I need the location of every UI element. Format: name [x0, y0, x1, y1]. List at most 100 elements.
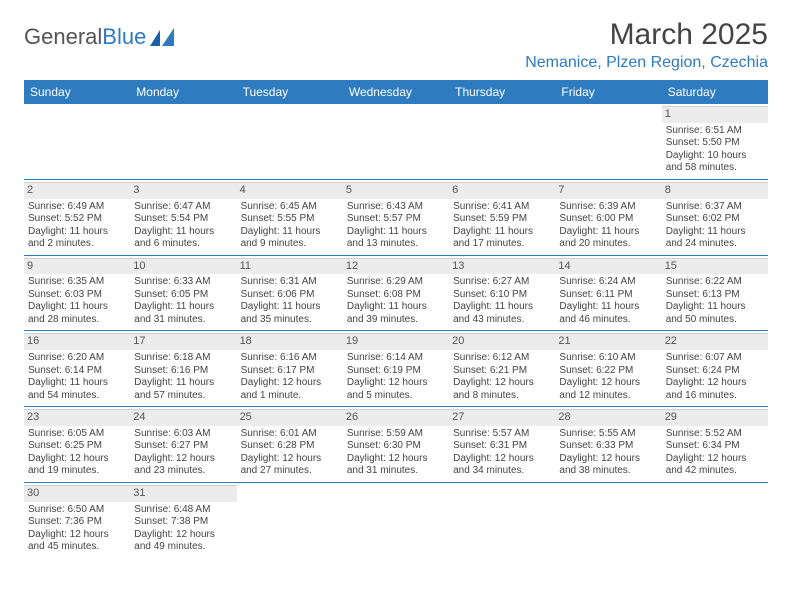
sunset-text: Sunset: 6:30 PM [347, 440, 445, 453]
day-cell: 3Sunrise: 6:47 AMSunset: 5:54 PMDaylight… [130, 180, 236, 255]
daylight-text: Daylight: 12 hours [666, 453, 764, 466]
empty-cell [555, 104, 661, 179]
sunrise-text: Sunrise: 6:10 AM [559, 352, 657, 365]
empty-cell [343, 483, 449, 558]
sunset-text: Sunset: 5:54 PM [134, 213, 232, 226]
daylight-text: and 31 minutes. [347, 465, 445, 478]
day-number: 30 [24, 485, 130, 502]
daylight-text: Daylight: 11 hours [241, 301, 339, 314]
day-cell: 12Sunrise: 6:29 AMSunset: 6:08 PMDayligh… [343, 256, 449, 331]
day-number: 19 [343, 333, 449, 350]
sunrise-text: Sunrise: 5:55 AM [559, 428, 657, 441]
daylight-text: and 45 minutes. [28, 541, 126, 554]
day-number: 20 [449, 333, 555, 350]
day-header: Wednesday [343, 80, 449, 104]
sunrise-text: Sunrise: 6:31 AM [241, 276, 339, 289]
week-row: 1Sunrise: 6:51 AMSunset: 5:50 PMDaylight… [24, 104, 768, 180]
daylight-text: and 9 minutes. [241, 238, 339, 251]
daylight-text: Daylight: 11 hours [347, 226, 445, 239]
daylight-text: and 31 minutes. [134, 314, 232, 327]
day-header-row: SundayMondayTuesdayWednesdayThursdayFrid… [24, 80, 768, 104]
daylight-text: Daylight: 12 hours [559, 453, 657, 466]
day-header: Sunday [24, 80, 130, 104]
day-cell: 21Sunrise: 6:10 AMSunset: 6:22 PMDayligh… [555, 331, 661, 406]
day-cell: 25Sunrise: 6:01 AMSunset: 6:28 PMDayligh… [237, 407, 343, 482]
daylight-text: Daylight: 11 hours [28, 226, 126, 239]
day-number: 18 [237, 333, 343, 350]
day-number: 4 [237, 182, 343, 199]
day-cell: 29Sunrise: 5:52 AMSunset: 6:34 PMDayligh… [662, 407, 768, 482]
sunrise-text: Sunrise: 6:35 AM [28, 276, 126, 289]
sunrise-text: Sunrise: 6:22 AM [666, 276, 764, 289]
calendar: SundayMondayTuesdayWednesdayThursdayFrid… [24, 80, 768, 558]
day-number: 24 [130, 409, 236, 426]
day-cell: 13Sunrise: 6:27 AMSunset: 6:10 PMDayligh… [449, 256, 555, 331]
week-row: 2Sunrise: 6:49 AMSunset: 5:52 PMDaylight… [24, 180, 768, 256]
weeks-container: 1Sunrise: 6:51 AMSunset: 5:50 PMDaylight… [24, 104, 768, 558]
daylight-text: and 42 minutes. [666, 465, 764, 478]
sunset-text: Sunset: 7:38 PM [134, 516, 232, 529]
sunset-text: Sunset: 6:00 PM [559, 213, 657, 226]
daylight-text: and 46 minutes. [559, 314, 657, 327]
day-header: Saturday [662, 80, 768, 104]
day-number: 7 [555, 182, 661, 199]
sunset-text: Sunset: 6:08 PM [347, 289, 445, 302]
sunset-text: Sunset: 6:11 PM [559, 289, 657, 302]
day-number: 2 [24, 182, 130, 199]
sunrise-text: Sunrise: 5:52 AM [666, 428, 764, 441]
logo-sail-icon [150, 28, 176, 46]
sunset-text: Sunset: 5:50 PM [666, 137, 764, 150]
day-cell: 14Sunrise: 6:24 AMSunset: 6:11 PMDayligh… [555, 256, 661, 331]
daylight-text: Daylight: 11 hours [241, 226, 339, 239]
day-cell: 7Sunrise: 6:39 AMSunset: 6:00 PMDaylight… [555, 180, 661, 255]
day-cell: 5Sunrise: 6:43 AMSunset: 5:57 PMDaylight… [343, 180, 449, 255]
sunrise-text: Sunrise: 5:59 AM [347, 428, 445, 441]
empty-cell [449, 483, 555, 558]
day-number: 28 [555, 409, 661, 426]
daylight-text: Daylight: 11 hours [666, 226, 764, 239]
day-number: 6 [449, 182, 555, 199]
daylight-text: and 27 minutes. [241, 465, 339, 478]
sunrise-text: Sunrise: 6:07 AM [666, 352, 764, 365]
empty-cell [343, 104, 449, 179]
empty-cell [662, 483, 768, 558]
daylight-text: and 23 minutes. [134, 465, 232, 478]
daylight-text: and 16 minutes. [666, 390, 764, 403]
daylight-text: and 12 minutes. [559, 390, 657, 403]
day-cell: 10Sunrise: 6:33 AMSunset: 6:05 PMDayligh… [130, 256, 236, 331]
daylight-text: and 17 minutes. [453, 238, 551, 251]
daylight-text: Daylight: 12 hours [347, 453, 445, 466]
daylight-text: and 2 minutes. [28, 238, 126, 251]
daylight-text: Daylight: 12 hours [134, 453, 232, 466]
day-cell: 31Sunrise: 6:48 AMSunset: 7:38 PMDayligh… [130, 483, 236, 558]
day-number: 23 [24, 409, 130, 426]
sunrise-text: Sunrise: 6:24 AM [559, 276, 657, 289]
daylight-text: Daylight: 12 hours [28, 453, 126, 466]
daylight-text: and 20 minutes. [559, 238, 657, 251]
daylight-text: Daylight: 10 hours [666, 150, 764, 163]
sunrise-text: Sunrise: 6:33 AM [134, 276, 232, 289]
sunset-text: Sunset: 5:55 PM [241, 213, 339, 226]
daylight-text: Daylight: 12 hours [453, 377, 551, 390]
daylight-text: and 57 minutes. [134, 390, 232, 403]
daylight-text: Daylight: 11 hours [666, 301, 764, 314]
daylight-text: and 6 minutes. [134, 238, 232, 251]
day-number: 16 [24, 333, 130, 350]
sunset-text: Sunset: 6:31 PM [453, 440, 551, 453]
daylight-text: and 50 minutes. [666, 314, 764, 327]
week-row: 30Sunrise: 6:50 AMSunset: 7:36 PMDayligh… [24, 483, 768, 558]
day-number: 5 [343, 182, 449, 199]
day-cell: 26Sunrise: 5:59 AMSunset: 6:30 PMDayligh… [343, 407, 449, 482]
sunset-text: Sunset: 6:06 PM [241, 289, 339, 302]
daylight-text: and 24 minutes. [666, 238, 764, 251]
daylight-text: and 8 minutes. [453, 390, 551, 403]
daylight-text: Daylight: 11 hours [28, 377, 126, 390]
day-number: 10 [130, 258, 236, 275]
day-header: Thursday [449, 80, 555, 104]
sunrise-text: Sunrise: 6:51 AM [666, 125, 764, 138]
day-number: 11 [237, 258, 343, 275]
sunrise-text: Sunrise: 6:43 AM [347, 201, 445, 214]
sunset-text: Sunset: 6:17 PM [241, 365, 339, 378]
day-cell: 19Sunrise: 6:14 AMSunset: 6:19 PMDayligh… [343, 331, 449, 406]
sunrise-text: Sunrise: 6:29 AM [347, 276, 445, 289]
